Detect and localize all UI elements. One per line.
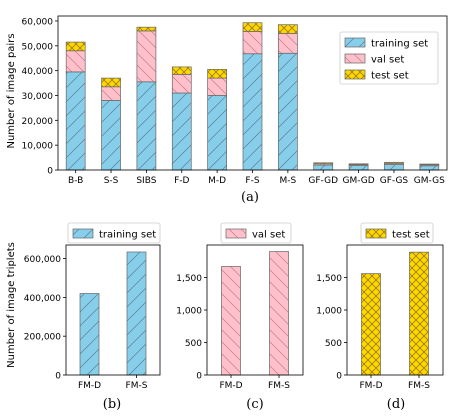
bar-hatch-val-set [221,266,241,376]
bar-hatch-training-set [101,100,121,171]
bar-hatch-training-set [313,164,334,171]
y-tick-label: 0 [196,372,202,382]
y-tick-label: 20,000 [22,117,54,127]
bar-hatch-training-set [384,164,404,171]
bar-hatch-training-set [65,71,86,171]
y-tick-label: 400,000 [24,294,61,304]
x-tick-label: M-S [279,176,296,186]
x-tick-label: F-S [245,176,259,186]
caption-a: (a) [241,190,259,205]
x-tick-label: B-B [68,176,83,186]
legend-label: training set [371,39,428,50]
bar-hatch-val-set [207,77,227,96]
y-tick-label: 200,000 [24,333,61,343]
chart-panel-a: Number of image pairs (a) 0 10,000 20,000 3… [6,15,448,205]
caption-b: (b) [103,397,121,412]
bar-hatch-test-set [65,41,86,52]
legend-label: training set [99,230,156,241]
y-axis-label-a: Number of image pairs [6,33,17,148]
x-tick-label: GF-GS [380,176,409,186]
x-tick-label: M-D [208,176,226,186]
bar-hatch-training-set [79,293,100,376]
chart-panel-c: (c) 0 500 1,000 1,500 FM-D FM-S val set [176,222,304,412]
axes-frame [206,244,304,376]
legend-label: val set [252,230,285,241]
y-tick-label: 500 [185,339,202,349]
legend-label: val set [371,55,404,66]
x-tick-label: FM-S [268,381,290,391]
legend-label: test set [392,230,430,241]
bar-hatch-training-set [242,53,263,171]
y-tick-label: 1,500 [176,274,202,284]
bar-hatch-training-set [278,52,298,171]
y-tick-label: 0 [55,372,61,382]
bar-hatch-val-set [171,74,192,94]
bar-hatch-training-set [419,165,440,171]
bar-hatch-val-set [278,33,298,54]
bar-hatch-val-set [101,86,121,101]
x-tick-label: GF-GD [308,176,338,186]
bar-hatch-val-set [242,31,263,55]
bar-hatch-training-set [207,95,227,171]
y-tick-label: 60,000 [22,17,54,27]
x-tick-label: F-D [174,176,189,186]
y-axis-label-b: Number of image triplets [6,242,17,368]
bar-hatch-test-set [313,162,334,165]
y-tick-label: 50,000 [22,42,54,52]
legend-swatch-hatch [365,228,387,239]
bar-hatch-test-set [348,163,369,165]
legend-swatch-hatch [225,228,247,239]
bar-hatch-val-set [136,30,157,83]
chart-panel-b: Number of image triplets (b) 0 200,000 400… [6,222,161,412]
axes-frame [65,244,161,376]
legend-swatch-hatch [344,53,366,64]
x-tick-label: GM-GS [414,176,445,186]
y-tick-label: 600,000 [24,255,61,265]
bar-hatch-test-set [136,26,157,32]
y-tick-label: 0 [47,167,53,177]
bar-hatch-test-set [419,163,440,166]
caption-d: (d) [387,397,405,412]
y-tick-label: 30,000 [22,92,54,102]
y-tick-label: 1,500 [316,274,342,284]
bar-hatch-test-set [101,77,121,88]
x-tick-label: FM-D [359,381,382,391]
y-tick-label: 0 [336,372,342,382]
chart-panel-d: (d) 0 500 1,000 1,500 FM-D FM-S test set [316,222,444,412]
bar-hatch-test-set [384,161,404,164]
y-tick-label: 1,000 [316,307,342,317]
bar-hatch-training-set [126,251,147,376]
bar-hatch-test-set [361,273,381,376]
y-tick-label: 40,000 [22,67,54,77]
bar-hatch-training-set [136,81,157,171]
y-tick-label: 500 [325,339,342,349]
axes-frame [346,244,444,376]
bar-hatch-val-set [65,50,86,73]
bar-hatch-training-set [171,92,192,171]
bar-hatch-test-set [278,24,298,34]
x-tick-label: FM-D [219,381,242,391]
axes-frame [57,15,448,171]
x-tick-label: S-S [104,176,119,186]
x-tick-label: FM-S [126,381,148,391]
bar-hatch-training-set [348,165,369,171]
bar-hatch-val-set [269,251,289,376]
legend-label: test set [371,71,409,82]
bar-hatch-test-set [207,69,227,79]
y-tick-label: 10,000 [22,142,54,152]
caption-c: (c) [246,397,263,412]
x-tick-label: SIBS [136,176,156,186]
x-tick-label: GM-GD [342,176,374,186]
bar-hatch-test-set [171,66,192,75]
bar-hatch-test-set [242,22,263,32]
x-tick-label: FM-S [408,381,430,391]
x-tick-label: FM-D [78,381,101,391]
legend-swatch-hatch [344,69,366,80]
legend-swatch-hatch [344,37,366,48]
bar-hatch-test-set [409,251,429,376]
legend-swatch-hatch [72,228,94,239]
y-tick-label: 1,000 [176,307,202,317]
